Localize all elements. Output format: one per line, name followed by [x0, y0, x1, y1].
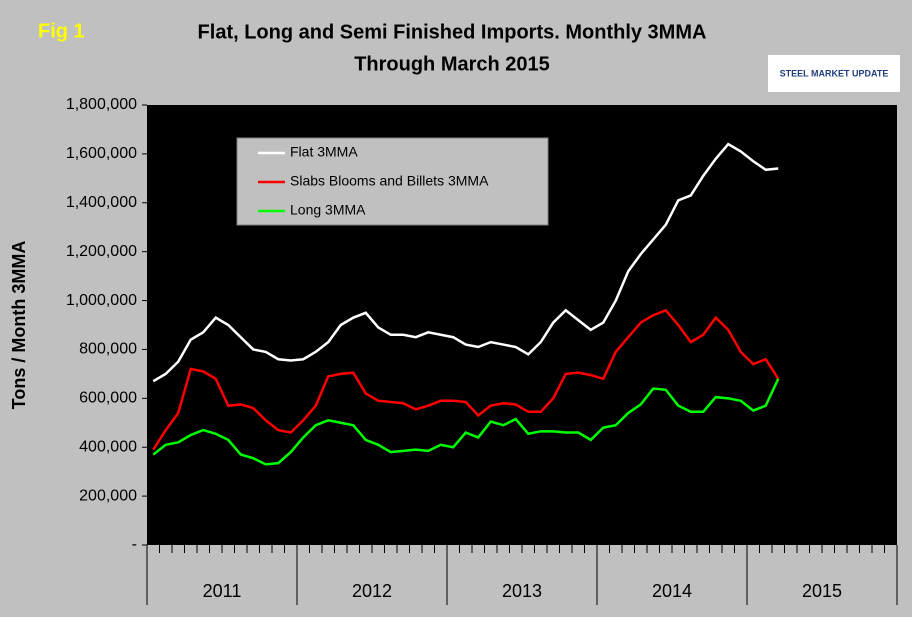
series-line [152, 308, 780, 451]
y-tick-label: 800,000 [79, 341, 137, 358]
y-tick-label: 1,800,000 [66, 96, 137, 113]
y-tick-label: 1,000,000 [66, 292, 137, 309]
y-tick-label: 1,200,000 [66, 243, 137, 260]
logo: STEEL MARKET UPDATE [780, 68, 889, 78]
y-tick-label: 1,600,000 [66, 145, 137, 162]
legend-label: Long 3MMA [290, 202, 366, 218]
x-group-label: 2014 [652, 581, 692, 601]
x-group-label: 2015 [802, 581, 842, 601]
legend-label: Slabs Blooms and Billets 3MMA [290, 173, 489, 189]
y-tick-label: 1,400,000 [66, 194, 137, 211]
logo-box [768, 55, 900, 92]
y-tick-label: 200,000 [79, 487, 137, 504]
fig-label: Fig 1 [38, 20, 85, 42]
x-group-label: 2012 [352, 581, 392, 601]
chart-subtitle: Through March 2015 [354, 53, 550, 75]
series-line [152, 378, 780, 466]
y-tick-label: - [132, 536, 137, 553]
y-tick-label: 600,000 [79, 390, 137, 407]
y-axis-label: Tons / Month 3MMA [9, 241, 29, 410]
x-group-label: 2013 [502, 581, 542, 601]
series-line [152, 142, 779, 383]
chart-title: Flat, Long and Semi Finished Imports. Mo… [198, 21, 707, 43]
x-group-label: 2011 [203, 581, 242, 601]
y-tick-label: 400,000 [79, 438, 137, 455]
legend-label: Flat 3MMA [290, 144, 358, 160]
legend-box [236, 137, 549, 226]
